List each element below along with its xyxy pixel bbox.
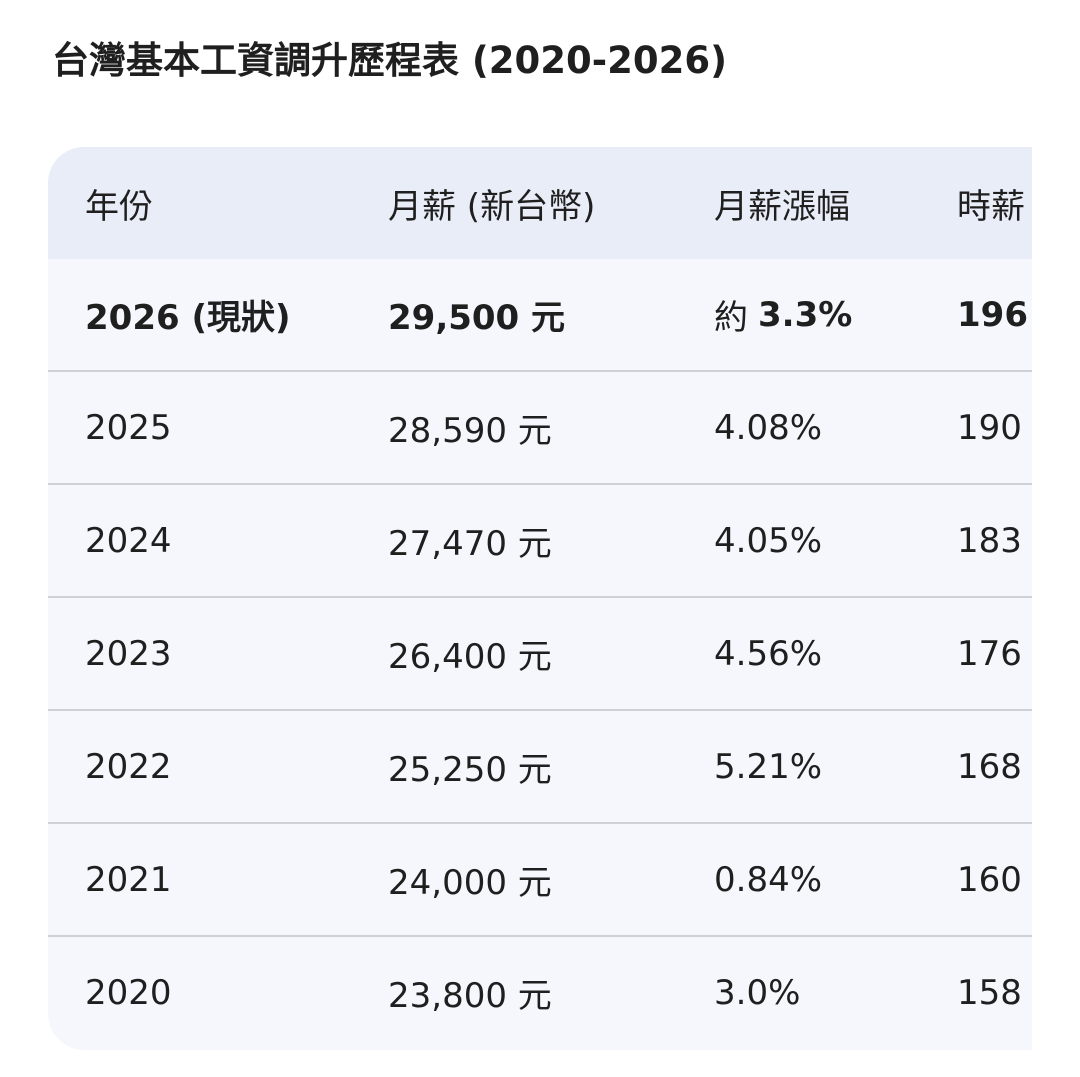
table-cell: 3.0% [714,972,801,1013]
table-cell: 2021 [85,859,172,900]
table-cell: 196 [957,294,1028,335]
table-row: 2021 24,000 元 0.84% 160 [48,824,1032,937]
table-cell: 0.84% [714,859,823,900]
table-cell: 5.21% [714,746,823,787]
table-cell: 176 [957,633,1022,674]
table-cell: 4.56% [714,633,823,674]
cell-text: 約 [714,298,748,338]
table-cell: 23,800 元 [388,976,552,1016]
page-title: 台灣基本工資調升歷程表 (2020-2026) [52,39,728,82]
table-cell: 27,470 元 [388,524,552,564]
table-cell: 183 [957,520,1022,561]
column-header: 月薪漲幅 [714,186,850,227]
table-row: 2023 26,400 元 4.56% 176 [48,598,1032,711]
table-row: 2026 (現狀) 29,500 元 約 3.3% 196 [48,259,1032,372]
table-cell: 4.05% [714,520,823,561]
cell-text: 3.3% [758,294,853,335]
table-cell: 2020 [85,972,172,1013]
table-cell: 2026 (現狀) [85,298,291,338]
table-cell: 28,590 元 [388,411,552,451]
table-row: 2022 25,250 元 5.21% 168 [48,711,1032,824]
table-cell: 24,000 元 [388,863,552,903]
table-cell: 約 3.3% [714,259,852,370]
table-cell: 158 [957,972,1022,1013]
table-cell: 2024 [85,520,172,561]
table-cell: 26,400 元 [388,637,552,677]
table-row: 2020 23,800 元 3.0% 158 [48,937,1032,1048]
table-header-row: 年份 月薪 (新台幣) 月薪漲幅 時薪 [48,147,1032,259]
table-cell: 190 [957,407,1022,448]
table-cell: 4.08% [714,407,823,448]
table-cell: 168 [957,746,1022,787]
table-cell: 25,250 元 [388,750,552,790]
table-cell: 2022 [85,746,172,787]
table-cell: 2025 [85,407,172,448]
column-header: 時薪 [957,186,1025,227]
table-cell: 2023 [85,633,172,674]
column-header: 年份 [85,186,153,227]
table-cell: 29,500 元 [388,298,566,338]
table-cell: 160 [957,859,1022,900]
column-header: 月薪 (新台幣) [388,186,596,227]
table-row: 2025 28,590 元 4.08% 190 [48,372,1032,485]
table-row: 2024 27,470 元 4.05% 183 [48,485,1032,598]
table: 年份 月薪 (新台幣) 月薪漲幅 時薪 2026 (現狀) 29,500 元 約 3.3% 19… [48,147,1032,1050]
